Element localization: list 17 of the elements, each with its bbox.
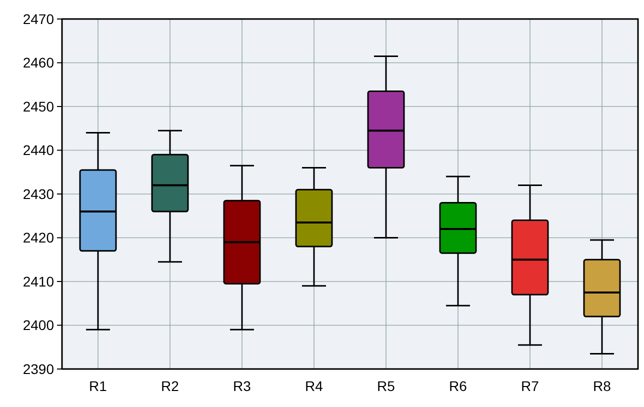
x-tick-label: R4 xyxy=(305,378,324,394)
x-tick-label: R3 xyxy=(233,378,252,394)
x-tick-label: R6 xyxy=(449,378,468,394)
y-tick-label: 2420 xyxy=(22,230,54,246)
x-tick-label: R5 xyxy=(377,378,396,394)
y-tick-label: 2440 xyxy=(22,142,54,158)
y-tick-label: 2390 xyxy=(22,360,54,377)
x-tick-label: R2 xyxy=(161,378,180,394)
y-tick-label: 2470 xyxy=(22,10,54,27)
y-tick-label: 2400 xyxy=(22,317,54,334)
y-tick-label: 2410 xyxy=(22,273,54,290)
x-tick-label: R7 xyxy=(521,378,540,394)
x-tick-label: R8 xyxy=(593,378,612,394)
y-tick-label: 2450 xyxy=(22,98,54,114)
y-tick-label: 2460 xyxy=(22,54,54,71)
x-tick-label: R1 xyxy=(89,378,108,394)
y-tick-label: 2430 xyxy=(22,186,54,202)
